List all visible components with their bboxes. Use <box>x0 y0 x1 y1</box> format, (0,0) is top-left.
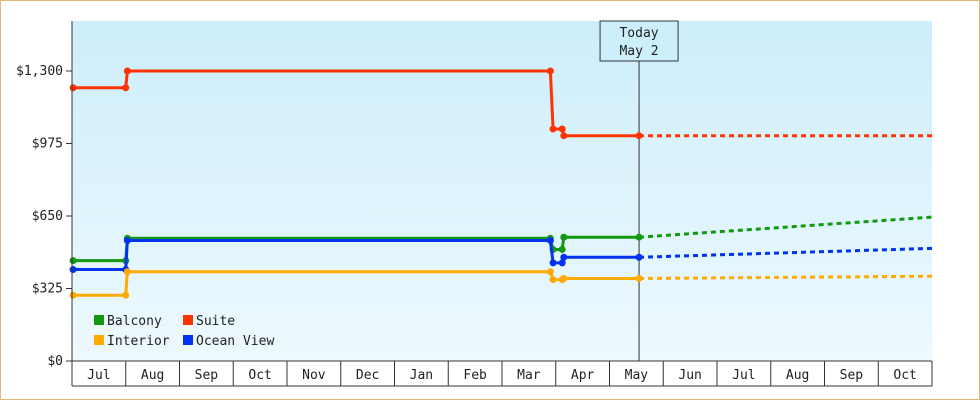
data-point-balcony <box>558 245 566 253</box>
legend-swatch <box>94 315 104 325</box>
x-tick-label: Nov <box>302 368 326 383</box>
data-point-suite <box>549 125 557 133</box>
data-point-suite <box>558 125 566 133</box>
forecast-line-ocean-view <box>639 246 933 259</box>
legend-label: Interior <box>107 334 170 349</box>
legend-swatch <box>183 315 193 325</box>
y-tick-label: $975 <box>32 137 63 152</box>
data-point-ocean-view <box>546 237 554 245</box>
y-tick-label: $0 <box>47 354 63 369</box>
data-point-balcony <box>69 257 77 265</box>
data-point-suite <box>546 67 554 75</box>
x-tick-label: Jul <box>87 368 110 383</box>
x-tick-label: Oct <box>248 368 271 383</box>
forecast-line-balcony <box>638 215 933 239</box>
x-tick-label: Jul <box>732 368 755 383</box>
x-tick-label: May <box>625 368 649 383</box>
legend-swatch <box>94 335 104 345</box>
data-point-interior <box>122 291 130 299</box>
data-point-suite <box>560 132 568 140</box>
x-tick-label: Sep <box>840 368 864 383</box>
today-date-label: May 2 <box>619 44 658 59</box>
data-point-interior <box>549 276 557 284</box>
data-point-suite <box>69 84 77 92</box>
legend-swatch <box>183 335 193 345</box>
data-point-ocean-view <box>123 237 131 245</box>
x-tick-label: Jan <box>410 368 433 383</box>
legend-label: Balcony <box>107 314 162 329</box>
y-tick-label: $1,300 <box>16 64 63 79</box>
x-tick-label: Oct <box>893 368 916 383</box>
legend-label: Ocean View <box>196 334 274 349</box>
x-tick-label: Sep <box>195 368 219 383</box>
data-point-interior <box>123 268 131 276</box>
data-point-ocean-view <box>549 259 557 267</box>
data-point-ocean-view <box>69 266 77 274</box>
data-point-ocean-view <box>558 259 566 267</box>
today-label: Today <box>619 26 658 41</box>
x-tick-label: Dec <box>356 368 379 383</box>
x-tick-label: Mar <box>517 368 541 383</box>
data-point-ocean-view <box>560 253 568 261</box>
today-label-box <box>599 20 679 62</box>
data-point-suite <box>122 84 130 92</box>
data-point-interior <box>546 268 554 276</box>
y-tick-label: $325 <box>32 282 63 297</box>
x-tick-label: Aug <box>786 368 809 383</box>
forecast-line-interior <box>639 274 933 280</box>
data-point-interior <box>69 291 77 299</box>
data-point-balcony <box>560 233 568 241</box>
x-tick-label: Aug <box>141 368 164 383</box>
y-tick-label: $650 <box>32 209 63 224</box>
plot-background <box>72 21 932 361</box>
data-point-suite <box>123 67 131 75</box>
legend-label: Suite <box>196 314 235 329</box>
x-tick-label: Jun <box>678 368 701 383</box>
data-point-interior <box>560 274 568 282</box>
x-tick-label: Apr <box>571 368 595 383</box>
x-tick-label: Feb <box>463 368 487 383</box>
